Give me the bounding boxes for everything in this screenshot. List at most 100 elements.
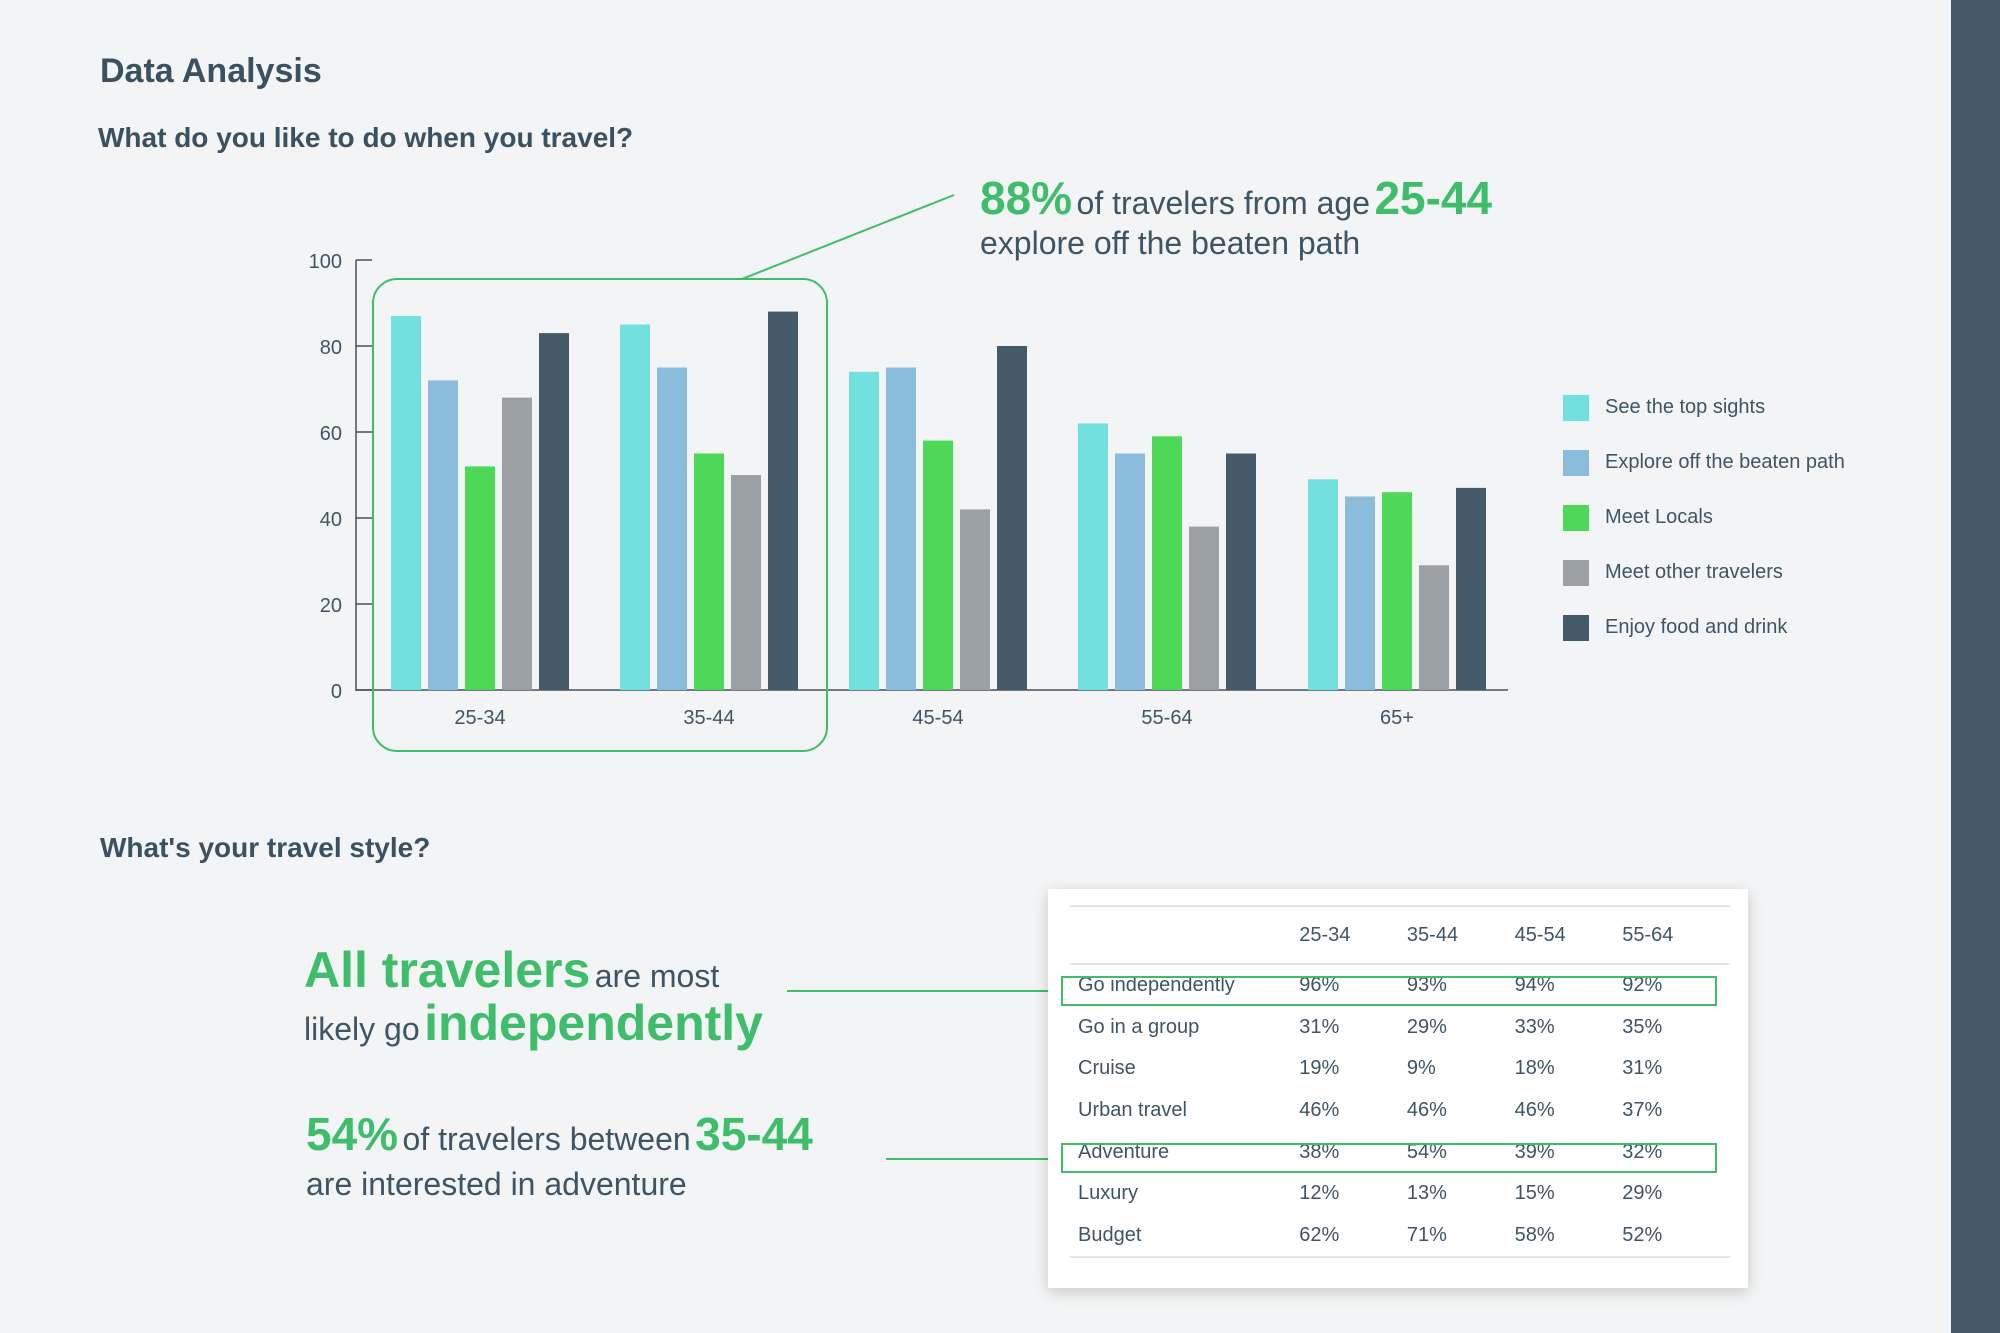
bar [465, 466, 495, 690]
table-row-label: Budget [1070, 1214, 1300, 1259]
table-row: Urban travel 46% 46% 46% 37% [1070, 1090, 1730, 1132]
table-cell: 31% [1299, 1015, 1340, 1038]
bar [960, 509, 990, 690]
travel-style-table-card: 25-34 35-44 45-54 55-64 Go independently… [1048, 889, 1748, 1288]
bar [694, 453, 724, 690]
bar [1115, 453, 1145, 690]
bar [620, 324, 650, 690]
bar [768, 311, 798, 690]
chart-callout: 88% of travelers from age 25-44 explore … [980, 172, 1492, 262]
table-cell: 19% [1299, 1057, 1340, 1080]
x-tick-label: 55-64 [1141, 707, 1192, 729]
bar [1152, 436, 1182, 690]
table-cell: 18% [1514, 1057, 1555, 1080]
table-cell: 62% [1299, 1214, 1407, 1259]
y-tick-label: 80 [320, 337, 342, 359]
adventure-text-mid: of travelers between [402, 1121, 691, 1157]
legend-label: See the top sights [1605, 396, 1766, 418]
bar [391, 315, 421, 690]
table-header-col: 45-54 [1514, 905, 1623, 965]
bar [1345, 496, 1375, 690]
table-header-col: 35-44 [1406, 905, 1515, 965]
table-cell: 9% [1406, 1057, 1436, 1080]
right-edge-panel [1951, 0, 2000, 1333]
highlight-go-independently [1061, 976, 1717, 1006]
table-row: Go independently 96% 93% 94% 92% [1070, 964, 1730, 1007]
bar [657, 367, 687, 690]
table-row-label: Adventure [1078, 1140, 1170, 1163]
legend-swatch [1563, 559, 1589, 586]
bar [1419, 565, 1449, 690]
table-row: Cruise 19% 9% 18% 31% [1070, 1048, 1730, 1090]
highlight-adventure [1061, 1143, 1717, 1173]
legend-label: Enjoy food and drink [1605, 616, 1788, 638]
callout-likely-go: likely go [304, 1010, 420, 1047]
bar [997, 346, 1027, 690]
table-cell: 94% [1514, 974, 1555, 997]
table-cell: 32% [1622, 1140, 1663, 1163]
adventure-connector-line [886, 1158, 1061, 1160]
table-cell: 46% [1406, 1099, 1447, 1122]
y-tick-label: 60 [320, 423, 342, 445]
highlight-box-25-44 [372, 278, 828, 752]
y-tick-label: 0 [331, 681, 342, 703]
table-cell: 96% [1299, 974, 1340, 997]
bar [539, 333, 569, 690]
legend-item: Meet other travelers [1563, 545, 1845, 600]
x-tick-label: 65+ [1380, 707, 1414, 729]
table-row: Adventure 38% 54% 39% 32% [1070, 1131, 1730, 1173]
table-cell: 13% [1406, 1182, 1447, 1205]
bar [1382, 492, 1412, 690]
callout-are-most: are most [594, 958, 720, 994]
independent-callout: All travelers are most likely go indepen… [304, 944, 763, 1049]
chart-legend: See the top sights Explore off the beaten… [1563, 380, 1845, 655]
independent-connector-line [787, 990, 1061, 992]
legend-item: Explore off the beaten path [1563, 435, 1845, 490]
table-cell: 38% [1299, 1140, 1340, 1163]
bar [1308, 479, 1338, 690]
table-cell: 29% [1406, 1015, 1447, 1038]
table-row-label: Luxury [1078, 1182, 1139, 1205]
table-cell: 15% [1514, 1182, 1555, 1205]
travel-style-table: 25-34 35-44 45-54 55-64 Go independently… [1070, 905, 1730, 1259]
adventure-text-line2: are interested in adventure [306, 1165, 687, 1202]
table-row-label: Go in a group [1078, 1015, 1200, 1038]
table-header-col: 25-34 [1299, 905, 1407, 965]
table-cell: 12% [1299, 1182, 1340, 1205]
legend-item: See the top sights [1563, 380, 1845, 435]
table-cell: 31% [1622, 1057, 1663, 1080]
callout-independently: independently [424, 994, 763, 1051]
callout-connector-line [741, 194, 955, 280]
legend-label: Explore off the beaten path [1605, 451, 1845, 473]
table-row: Budget 62% 71% 58% 52% [1070, 1214, 1730, 1259]
legend-swatch [1563, 449, 1589, 476]
table-cell: 92% [1622, 974, 1663, 997]
bar [923, 440, 953, 690]
x-tick-label: 35-44 [683, 707, 734, 729]
page-title: Data Analysis [100, 52, 322, 90]
adventure-age-range: 35-44 [695, 1108, 813, 1160]
table-row: Luxury 12% 13% 15% 29% [1070, 1173, 1730, 1215]
table-cell: 54% [1406, 1140, 1447, 1163]
callout-stat: 88% [980, 172, 1073, 224]
table-cell: 58% [1514, 1214, 1623, 1259]
table-row-label: Cruise [1078, 1057, 1136, 1080]
table-cell: 46% [1299, 1099, 1340, 1122]
table-row-label: Urban travel [1078, 1099, 1187, 1122]
y-tick-label: 40 [320, 509, 342, 531]
bar [502, 397, 532, 690]
travel-activities-question: What do you like to do when you travel? [98, 122, 634, 153]
legend-swatch [1563, 504, 1589, 531]
callout-text-mid: of travelers from age [1076, 185, 1370, 221]
table-row-label: Go independently [1078, 974, 1235, 997]
table-cell: 52% [1622, 1214, 1730, 1259]
y-tick-label: 20 [320, 595, 342, 617]
adventure-callout: 54% of travelers between 35-44 are inter… [306, 1106, 813, 1204]
table-cell: 71% [1406, 1214, 1515, 1259]
table-cell: 93% [1406, 974, 1447, 997]
table-cell: 37% [1622, 1099, 1663, 1122]
table-header-blank [1070, 905, 1300, 965]
bar [731, 475, 761, 690]
table-cell: 39% [1514, 1140, 1555, 1163]
bar [1078, 423, 1108, 690]
